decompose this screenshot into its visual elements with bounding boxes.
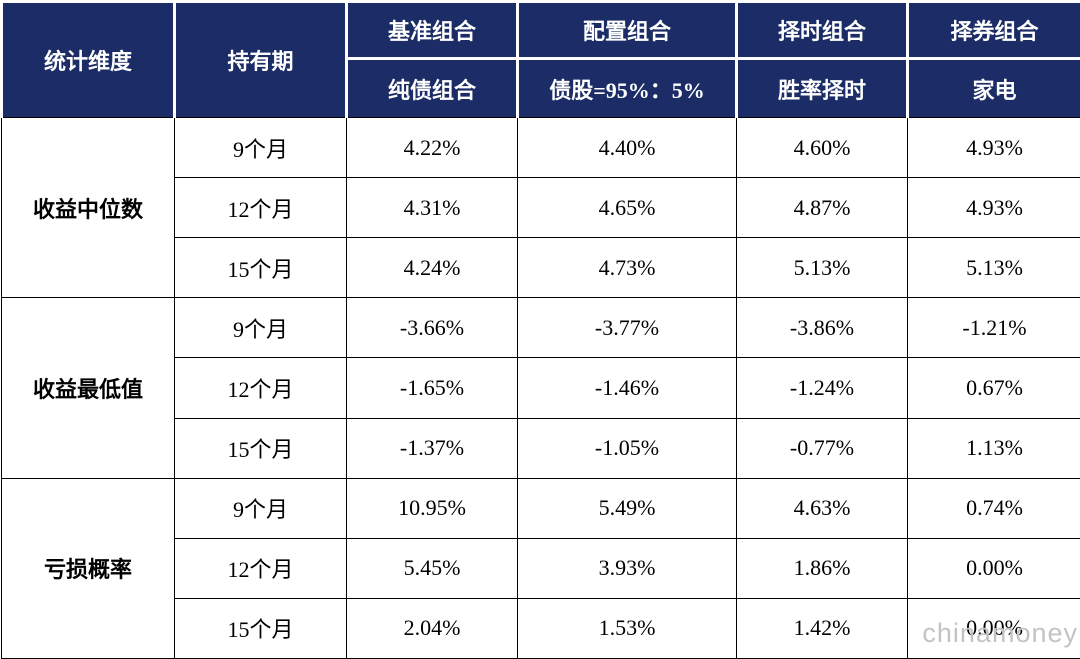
value-cell: 4.93% — [907, 177, 1080, 239]
value-cell: 4.22% — [346, 116, 518, 179]
table-row: 12个月 4.31% 4.65% 4.87% 4.93% — [2, 177, 1080, 239]
value-cell: 4.31% — [346, 177, 518, 239]
period-cell: 9个月 — [174, 477, 347, 539]
table-row: 12个月 5.45% 3.93% 1.86% 0.00% — [2, 537, 1080, 599]
header-cell-group-timing: 择时组合 — [735, 0, 909, 60]
table-row: 收益最低值 9个月 -3.66% -3.77% -3.86% -1.21% — [1, 297, 1080, 479]
value-cell: 5.13% — [907, 237, 1080, 299]
header-cell-dimension: 统计维度 — [0, 0, 176, 118]
header-cell-sub-bondstock: 债股=95%：5% — [516, 57, 738, 118]
value-cell: -1.65% — [346, 357, 518, 419]
value-cell: -1.05% — [517, 417, 737, 479]
value-cell: -3.66% — [346, 297, 518, 359]
value-cell: 0.00% — [907, 597, 1080, 659]
table-row: 12个月 -1.65% -1.46% -1.24% 0.67% — [2, 357, 1080, 419]
header-cell-sub-winrate: 胜率择时 — [735, 57, 909, 118]
table-row: 15个月 4.24% 4.73% 5.13% 5.13% — [2, 237, 1080, 299]
header-cell-group-selection: 择券组合 — [906, 0, 1080, 60]
value-cell: -1.46% — [517, 357, 737, 419]
period-cell: 12个月 — [174, 357, 347, 419]
value-cell: 4.40% — [517, 116, 737, 179]
period-cell: 15个月 — [174, 417, 347, 479]
table-row: 15个月 2.04% 1.53% 1.42% 0.00% — [2, 597, 1080, 659]
value-cell: 5.49% — [517, 477, 737, 539]
value-cell: -3.86% — [736, 297, 908, 359]
header-cell-sub-purebond: 纯债组合 — [345, 57, 519, 118]
period-cell: 9个月 — [174, 116, 347, 179]
value-cell: 2.04% — [346, 597, 518, 659]
value-cell: 4.87% — [736, 177, 908, 239]
value-cell: 1.42% — [736, 597, 908, 659]
period-cell: 15个月 — [174, 237, 347, 299]
value-cell: 0.00% — [907, 537, 1080, 599]
value-cell: -1.37% — [346, 417, 518, 479]
value-cell: 4.63% — [736, 477, 908, 539]
value-cell: -3.77% — [517, 297, 737, 359]
value-cell: 4.73% — [517, 237, 737, 299]
value-cell: 1.13% — [907, 417, 1080, 479]
value-cell: 1.86% — [736, 537, 908, 599]
value-cell: 5.13% — [736, 237, 908, 299]
value-cell: 10.95% — [346, 477, 518, 539]
header-row-1: 统计维度 持有期 基准组合 配置组合 择时组合 择券组合 — [0, 0, 1080, 118]
value-cell: 3.93% — [517, 537, 737, 599]
group-label-cell: 收益中位数 — [1, 116, 175, 299]
value-cell: 0.74% — [907, 477, 1080, 539]
value-cell: 4.93% — [907, 116, 1080, 179]
value-cell: -1.24% — [736, 357, 908, 419]
value-cell: 0.67% — [907, 357, 1080, 419]
value-cell: -0.77% — [736, 417, 908, 479]
group-label-cell: 亏损概率 — [1, 477, 175, 659]
period-cell: 9个月 — [174, 297, 347, 359]
period-cell: 12个月 — [174, 537, 347, 599]
value-cell: -1.21% — [907, 297, 1080, 359]
header-row-2: 纯债组合 债股=95%：5% 胜率择时 家电 — [2, 57, 1080, 118]
header-cell-period: 持有期 — [173, 0, 348, 118]
period-cell: 12个月 — [174, 177, 347, 239]
period-cell: 15个月 — [174, 597, 347, 659]
group-label-cell: 收益最低值 — [1, 297, 175, 479]
value-cell: 4.60% — [736, 116, 908, 179]
value-cell: 4.65% — [517, 177, 737, 239]
table-row: 15个月 -1.37% -1.05% -0.77% 1.13% — [2, 417, 1080, 479]
table-row: 收益中位数 9个月 4.22% 4.40% 4.60% 4.93% — [1, 116, 1080, 299]
value-cell: 1.53% — [517, 597, 737, 659]
value-cell: 4.24% — [346, 237, 518, 299]
table-row: 亏损概率 9个月 10.95% 5.49% 4.63% 0.74% — [1, 477, 1080, 659]
value-cell: 5.45% — [346, 537, 518, 599]
header-cell-group-allocation: 配置组合 — [516, 0, 738, 60]
header-cell-sub-appliance: 家电 — [906, 57, 1080, 118]
header-cell-group-benchmark: 基准组合 — [345, 0, 519, 60]
